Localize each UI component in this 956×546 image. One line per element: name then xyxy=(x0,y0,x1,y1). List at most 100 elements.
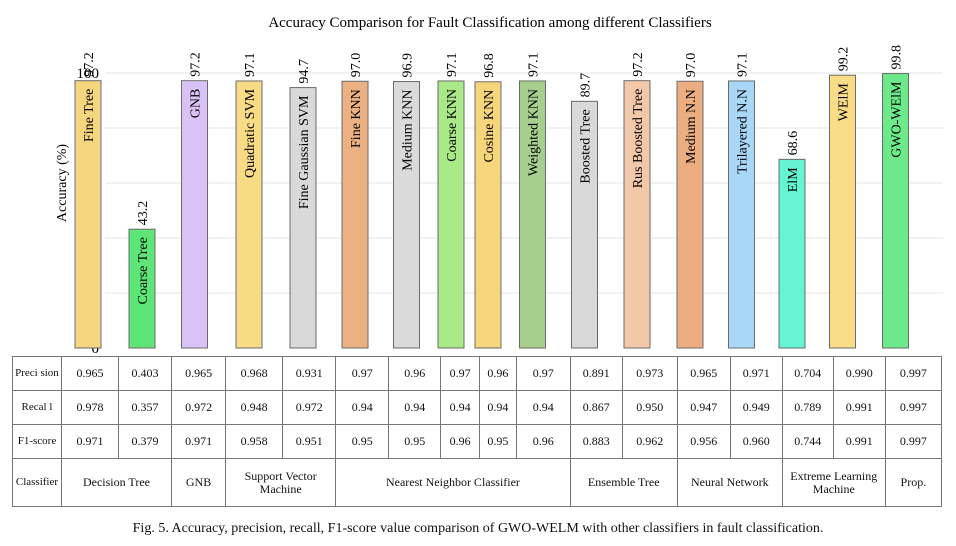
metric-cell: 0.991 xyxy=(832,390,886,425)
bar-value-label: 43.2 xyxy=(136,201,151,226)
metric-cell: 0.867 xyxy=(569,390,623,425)
metric-cell: 0.789 xyxy=(781,390,834,425)
row-header: F1-score xyxy=(12,424,62,459)
metric-cell: 0.95 xyxy=(388,424,442,459)
bar xyxy=(519,80,546,349)
classifier-group: Ensemble Tree xyxy=(569,458,678,507)
bar-category-label: Fine Gaussian SVM xyxy=(297,95,312,209)
classifier-group: Neural Network xyxy=(676,458,783,507)
bar xyxy=(235,80,263,349)
metric-cell: 0.94 xyxy=(515,390,571,425)
metric-cell: 0.950 xyxy=(621,390,678,425)
bar-value-label: 96.8 xyxy=(482,53,497,78)
metric-cell: 0.883 xyxy=(569,424,623,459)
classifier-group: Prop. xyxy=(884,458,943,507)
metric-cell: 0.97 xyxy=(440,356,480,391)
bar xyxy=(778,158,806,349)
metric-cell: 0.947 xyxy=(676,390,731,425)
bar-category-label: Rus Boosted Tree xyxy=(631,89,646,189)
row-header: Classifier xyxy=(12,458,62,507)
y-tick-label: 100 xyxy=(77,66,100,82)
metric-cell: 0.991 xyxy=(832,424,886,459)
classifier-group: Decision Tree xyxy=(60,458,173,507)
bar-category-label: Cosine KNN xyxy=(482,90,497,163)
bar-value-label: 94.7 xyxy=(297,59,312,84)
metric-cell: 0.978 xyxy=(60,390,120,425)
metric-cell: 0.972 xyxy=(171,390,227,425)
metric-cell: 0.891 xyxy=(569,356,623,391)
metrics-row: Preci sion 0.965 0.403 0.965 0.968 0.931 0.97 0… xyxy=(12,356,943,391)
bar-category-label: Weighted KNN xyxy=(527,89,542,176)
metric-cell: 0.968 xyxy=(225,356,284,391)
bar xyxy=(393,81,420,349)
bar-value-label: 97.1 xyxy=(243,52,258,77)
metric-cell: 0.94 xyxy=(335,390,390,425)
bar xyxy=(676,80,704,349)
bar-value-label: 97.0 xyxy=(684,53,699,78)
bar-category-label: Medium KNN xyxy=(401,90,416,171)
metric-cell: 0.951 xyxy=(282,424,337,459)
bar xyxy=(623,80,651,349)
metric-cell: 0.973 xyxy=(621,356,678,391)
bar-value-label: 99.8 xyxy=(890,45,905,70)
figure-caption: Fig. 5. Accuracy, precision, recall, F1-… xyxy=(132,521,824,536)
bar xyxy=(728,80,755,349)
bar-category-label: GNB xyxy=(189,89,204,119)
bars: 97.2 Fine Tree 43.2 Coarse Tree 97.2 GNB 97.1 Q… xyxy=(74,45,909,349)
metric-cell: 0.965 xyxy=(676,356,731,391)
bar xyxy=(289,87,317,349)
classifier-group: Nearest Neighbor Classifier xyxy=(335,458,571,507)
metric-cell: 0.95 xyxy=(478,424,517,459)
classifier-group: Support Vector Machine xyxy=(225,458,337,507)
metric-cell: 0.403 xyxy=(118,356,173,391)
metric-cell: 0.990 xyxy=(832,356,886,391)
metric-cell: 0.357 xyxy=(118,390,173,425)
bar-category-label: Quadratic SVM xyxy=(243,88,258,178)
metric-cell: 0.96 xyxy=(478,356,517,391)
y-tick-label: 0 xyxy=(92,341,100,356)
y-axis-label: Accuracy (%) xyxy=(55,144,70,222)
metric-cell: 0.96 xyxy=(440,424,480,459)
bar-category-label: WElM xyxy=(837,83,852,122)
metric-cell: 0.965 xyxy=(60,356,120,391)
bar-category-label: Coarse KNN xyxy=(445,89,460,162)
metric-cell: 0.949 xyxy=(729,390,783,425)
metric-cell: 0.997 xyxy=(884,356,943,391)
row-header: Recal l xyxy=(12,390,62,425)
metric-cell: 0.97 xyxy=(515,356,571,391)
bar-category-label: Fine KNN xyxy=(349,89,364,148)
bar xyxy=(341,80,369,349)
metric-cell: 0.379 xyxy=(118,424,173,459)
bar-value-label: 97.2 xyxy=(631,52,646,77)
bar xyxy=(882,73,909,349)
classifier-group-row: Classifier Decision Tree GNB Support Vector… xyxy=(12,458,943,507)
bar-value-label: 97.1 xyxy=(445,52,460,77)
bar xyxy=(437,80,465,349)
bar-value-label: 97.1 xyxy=(527,52,542,77)
metric-cell: 0.94 xyxy=(440,390,480,425)
metric-cell: 0.971 xyxy=(729,356,783,391)
metrics-row: Recal l 0.978 0.357 0.972 0.948 0.972 0.94 0.94… xyxy=(12,390,943,425)
metric-cell: 0.96 xyxy=(388,356,442,391)
bar-value-label: 96.9 xyxy=(401,53,416,78)
metric-cell: 0.97 xyxy=(335,356,390,391)
metric-cell: 0.958 xyxy=(225,424,284,459)
bar-category-label: Medium N.N xyxy=(684,89,699,164)
bar-value-label: 99.2 xyxy=(837,47,852,72)
metric-cell: 0.997 xyxy=(884,390,943,425)
bar-value-label: 68.6 xyxy=(786,131,801,156)
bar-category-label: Fine Tree xyxy=(82,89,97,142)
metric-cell: 0.956 xyxy=(676,424,731,459)
metric-cell: 0.96 xyxy=(515,424,571,459)
accuracy-bar-chart: Accuracy Comparison for Fault Classifica… xyxy=(55,15,943,356)
metric-cell: 0.94 xyxy=(388,390,442,425)
metric-cell: 0.962 xyxy=(621,424,678,459)
bar-value-label: 89.7 xyxy=(579,73,594,98)
classifier-group: GNB xyxy=(171,458,227,507)
metric-cell: 0.972 xyxy=(282,390,337,425)
bar xyxy=(181,80,208,349)
bar-category-label: Trilayered N.N xyxy=(736,89,751,174)
classifier-group: Extreme Learning Machine xyxy=(781,458,886,507)
bar-category-label: ElM xyxy=(786,167,801,192)
bar xyxy=(571,100,598,349)
